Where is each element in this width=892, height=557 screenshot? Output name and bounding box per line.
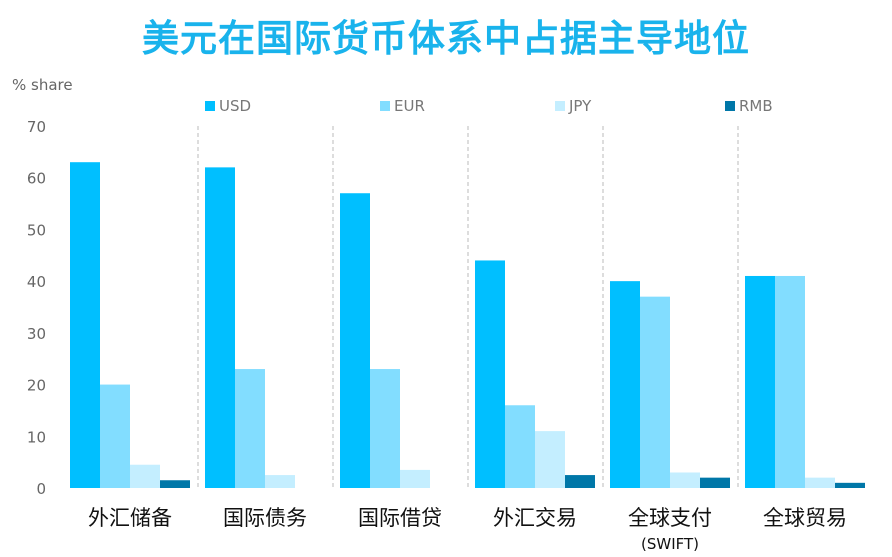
bar-usd: [745, 275, 775, 488]
category-label: 全球贸易: [763, 506, 847, 530]
bar-usd: [70, 162, 100, 488]
bar-rmb: [835, 482, 865, 488]
y-tick-label: 70: [27, 118, 46, 136]
y-tick-label: 30: [27, 325, 46, 343]
bar-usd: [205, 167, 235, 488]
legend-swatch-usd: [205, 101, 215, 111]
category-sublabel: (SWIFT): [641, 535, 699, 553]
bar-eur: [640, 296, 670, 488]
chart-title: 美元在国际货币体系中占据主导地位: [142, 17, 750, 60]
legend-swatch-jpy: [555, 101, 565, 111]
bar-eur: [775, 275, 805, 488]
bar-jpy: [535, 431, 565, 488]
bar-jpy: [130, 464, 160, 488]
bar-jpy: [265, 475, 295, 488]
legend-label-usd: USD: [219, 97, 251, 115]
y-tick-label: 40: [27, 273, 46, 291]
category-label: 外汇储备: [88, 506, 172, 530]
y-tick-label: 50: [27, 221, 46, 239]
bar-jpy: [805, 477, 835, 488]
bar-rmb: [700, 477, 730, 488]
category-label: 外汇交易: [493, 506, 577, 530]
category-label: 国际借贷: [358, 506, 442, 530]
bar-eur: [235, 369, 265, 488]
bar-usd: [340, 193, 370, 488]
legend-label-jpy: JPY: [568, 97, 592, 115]
bar-eur: [505, 405, 535, 488]
y-tick-label: 10: [27, 428, 46, 446]
bar-rmb: [160, 480, 190, 488]
bar-jpy: [670, 472, 700, 488]
category-label: 国际债务: [223, 506, 307, 530]
legend-label-rmb: RMB: [739, 97, 773, 115]
y-tick-label: 20: [27, 377, 46, 395]
bar-usd: [475, 260, 505, 488]
legend-label-eur: EUR: [394, 97, 425, 115]
bar-rmb: [565, 475, 595, 488]
bar-usd: [610, 281, 640, 488]
y-axis-label: % share: [12, 76, 73, 94]
legend-swatch-eur: [380, 101, 390, 111]
bar-jpy: [400, 469, 430, 488]
y-tick-label: 0: [36, 480, 46, 498]
bar-eur: [100, 384, 130, 488]
category-label: 全球支付: [628, 506, 712, 530]
bar-eur: [370, 369, 400, 488]
y-tick-label: 60: [27, 170, 46, 188]
legend-swatch-rmb: [725, 101, 735, 111]
